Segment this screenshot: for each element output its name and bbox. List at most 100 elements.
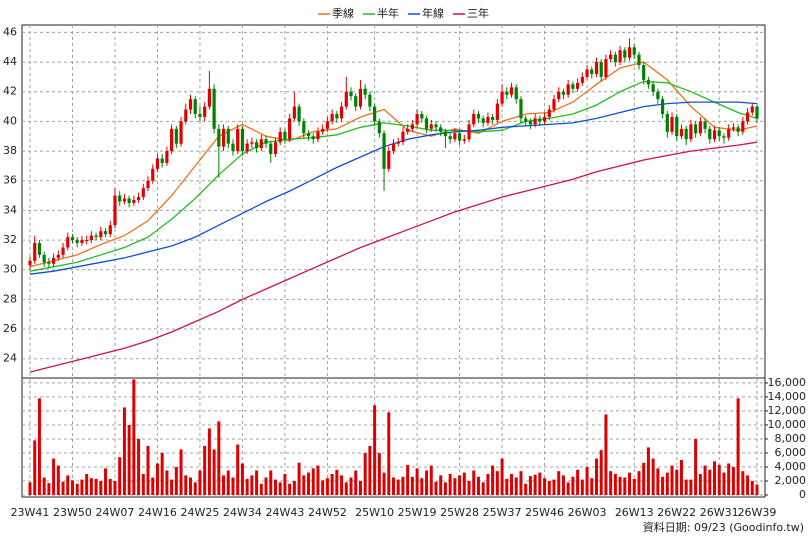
candle-body — [443, 131, 448, 137]
volume-bar — [104, 468, 108, 495]
volume-bar — [382, 472, 386, 495]
candle-body — [302, 121, 306, 134]
volume-bar — [401, 476, 405, 495]
candle-body — [396, 142, 400, 144]
volume-bar — [708, 469, 712, 495]
volume-bar — [632, 478, 636, 495]
candle-body — [33, 243, 37, 261]
volume-bar — [259, 483, 263, 495]
candle-body — [646, 79, 651, 85]
volume-bar — [755, 484, 759, 495]
volume-bar — [590, 478, 594, 495]
volume-bar — [193, 482, 197, 495]
volume-bar — [420, 478, 424, 495]
volume-bar — [160, 452, 164, 495]
candle-body — [283, 131, 287, 140]
candle-body — [297, 106, 301, 122]
candle-body — [193, 99, 197, 114]
y-tick-label: 36 — [3, 174, 17, 187]
volume-bar — [179, 449, 183, 495]
candle-body — [94, 235, 98, 238]
candle-body — [146, 180, 150, 189]
volume-bar — [543, 478, 547, 495]
volume-bar — [486, 473, 490, 495]
candle-body — [179, 121, 183, 144]
candle-body — [651, 84, 655, 92]
candle-body — [264, 139, 268, 144]
volume-bar — [255, 470, 259, 495]
candle-body — [108, 225, 112, 235]
candle-body — [727, 128, 731, 138]
candle-body — [354, 96, 358, 107]
candle-body — [495, 103, 499, 120]
volume-bar — [307, 472, 311, 495]
volume-bar — [66, 475, 70, 495]
x-tick-label: 26W03 — [568, 506, 607, 519]
candle-body — [188, 99, 193, 110]
volume-bar — [594, 458, 598, 495]
candle-body — [236, 128, 240, 152]
candle-body — [254, 142, 259, 149]
candle-body — [741, 121, 745, 132]
volume-bar — [741, 471, 745, 495]
volume-bar — [585, 466, 589, 495]
volume-bar — [269, 470, 273, 495]
volume-bar — [297, 462, 301, 495]
volume-bar — [661, 476, 665, 495]
candle-body — [42, 254, 46, 263]
candle-body — [467, 124, 471, 140]
candle-body — [330, 113, 334, 122]
volume-bar — [127, 424, 131, 495]
candle-body — [363, 88, 367, 95]
volume-bar — [311, 468, 315, 495]
candle-body — [221, 128, 226, 147]
x-tick-label: 24W34 — [223, 506, 262, 519]
candle-body — [151, 168, 155, 181]
volume-bar — [410, 476, 414, 495]
y-tick-label: 28 — [3, 292, 17, 305]
candle-body — [269, 143, 273, 155]
volume-bar — [222, 475, 226, 495]
volume-bar — [264, 477, 268, 495]
volume-bar — [576, 469, 580, 495]
candle-body — [382, 133, 386, 169]
volume-bar — [406, 464, 410, 495]
x-tick-label: 24W25 — [181, 506, 220, 519]
candle-body — [368, 94, 372, 107]
candle-body — [391, 143, 396, 152]
y-tick-label: 32 — [3, 233, 17, 246]
candle-body — [509, 87, 514, 95]
volume-bar — [226, 470, 230, 495]
candle-body — [533, 118, 537, 125]
candle-body — [424, 118, 429, 129]
volume-bar — [373, 405, 377, 495]
candle-body — [632, 47, 636, 55]
volume-bar — [316, 465, 320, 495]
volume-bar — [731, 466, 735, 495]
x-tick-label: 26W22 — [657, 506, 696, 519]
volume-bar — [462, 472, 466, 495]
candle-body — [250, 142, 254, 144]
volume-bar — [189, 477, 193, 495]
candle-body — [500, 91, 504, 104]
legend-label: 三年 — [467, 6, 489, 20]
volume-bar — [283, 473, 287, 495]
candle-body — [656, 91, 660, 100]
candle-body — [387, 151, 391, 169]
candle-body — [613, 54, 617, 63]
candle-body — [155, 158, 160, 169]
candle-body — [217, 128, 221, 147]
candle-body — [89, 235, 93, 241]
volume-bar — [717, 464, 721, 495]
candle-body — [524, 118, 528, 122]
candle-body — [203, 106, 207, 117]
candle-body — [170, 128, 174, 152]
volume-bar — [340, 475, 344, 495]
x-tick-label: 26W31 — [700, 506, 739, 519]
volume-bar — [273, 479, 277, 495]
y2-tick-label: 4,000 — [775, 460, 807, 473]
y-tick-label: 38 — [3, 144, 17, 157]
candle-body — [136, 197, 141, 201]
candle-body — [675, 116, 679, 137]
